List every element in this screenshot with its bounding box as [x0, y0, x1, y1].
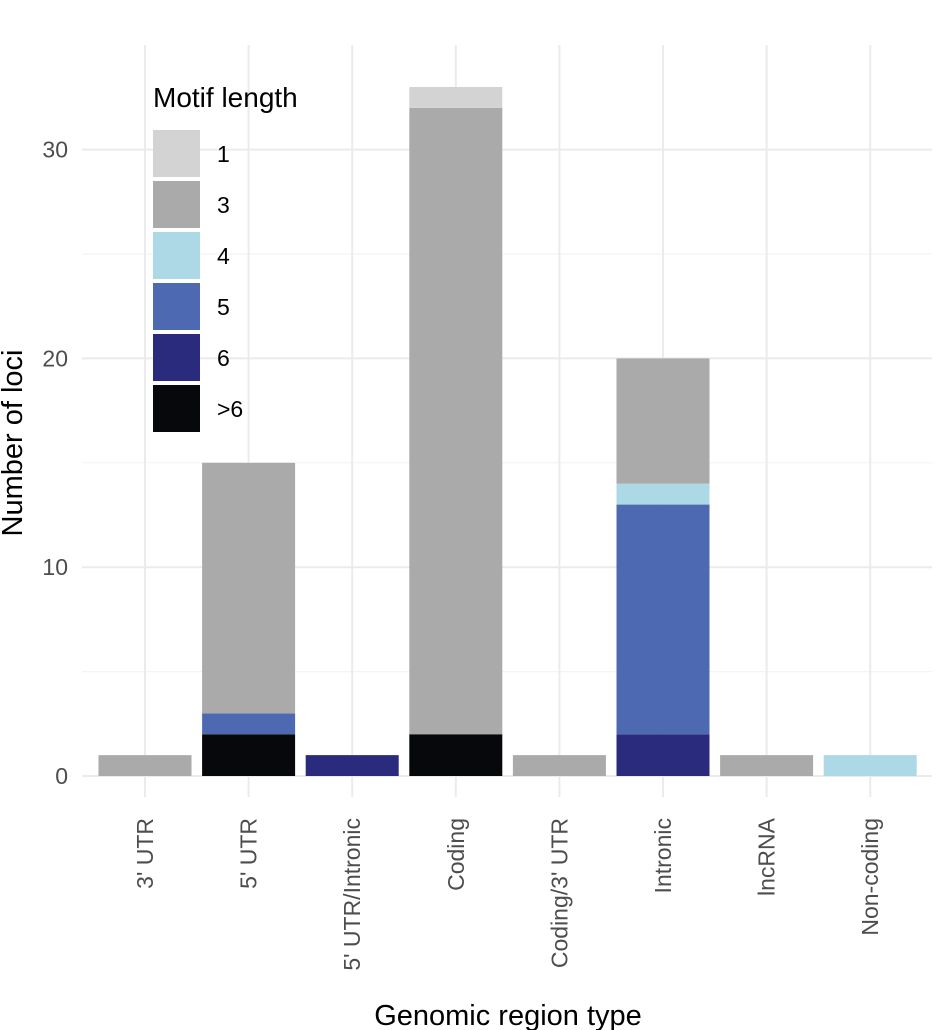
x-tick-label: lncRNA [754, 817, 780, 896]
legend-label: 6 [217, 345, 230, 371]
x-tick-label: 3' UTR [132, 818, 158, 889]
bar-segment [823, 755, 917, 776]
bar-segment [409, 86, 503, 108]
bar-segment [512, 755, 606, 776]
x-tick-label: Coding/3' UTR [546, 818, 572, 968]
y-tick-label: 30 [42, 137, 68, 163]
y-axis-title: Number of loci [0, 350, 29, 537]
legend-label: 4 [217, 243, 230, 269]
bar-segment [202, 713, 296, 735]
x-tick-label: Coding [443, 818, 469, 891]
bar-segment [616, 734, 710, 776]
legend-key [153, 334, 200, 381]
legend-title: Motif length [153, 82, 298, 113]
y-tick-label: 0 [55, 763, 68, 789]
bar-segment [98, 755, 192, 776]
x-tick-label: Intronic [650, 818, 676, 893]
x-tick-label: 5' UTR [236, 818, 262, 889]
legend: Motif length 1 3 4 5 6 >6 [153, 82, 298, 432]
bar-segment [616, 358, 710, 484]
legend-items: 1 3 4 5 6 >6 [153, 130, 243, 432]
bar-segment [305, 755, 399, 776]
bar-segment [409, 734, 503, 776]
x-axis-title: Genomic region type [374, 1000, 642, 1030]
legend-label: 1 [217, 141, 230, 167]
legend-label: 5 [217, 294, 230, 320]
bar-segment [616, 483, 710, 505]
y-tick-label: 10 [42, 554, 68, 580]
legend-label: 3 [217, 192, 230, 218]
x-tick-label: 5' UTR/Intronic [339, 818, 365, 971]
y-tick-label: 20 [42, 345, 68, 371]
legend-key [153, 130, 200, 177]
y-axis-ticks: 0 10 20 30 [42, 137, 68, 789]
legend-key [153, 283, 200, 330]
bar-segment [202, 734, 296, 776]
x-tick-label: Non-coding [857, 818, 883, 936]
bar-segment [616, 504, 710, 735]
x-axis-ticks: 3' UTR 5' UTR 5' UTR/Intronic Coding Coding/… [132, 817, 883, 970]
legend-key [153, 232, 200, 279]
bar-segment [720, 755, 814, 776]
legend-key [153, 385, 200, 432]
legend-key [153, 181, 200, 228]
bar-segment [409, 107, 503, 735]
bar-segment [202, 462, 296, 714]
bars [98, 86, 917, 776]
legend-label: >6 [217, 396, 243, 422]
